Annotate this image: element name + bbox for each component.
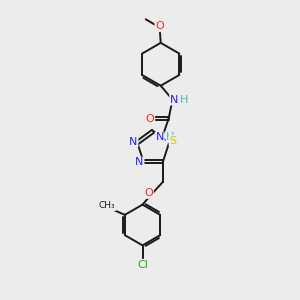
Text: H: H xyxy=(166,132,175,142)
Text: H: H xyxy=(180,94,188,105)
Text: O: O xyxy=(144,188,153,198)
Text: N: N xyxy=(155,132,164,142)
Text: CH₃: CH₃ xyxy=(99,201,116,210)
Text: N: N xyxy=(170,94,178,105)
Text: Cl: Cl xyxy=(137,260,148,270)
Text: O: O xyxy=(155,21,164,32)
Text: N: N xyxy=(129,136,138,147)
Text: N: N xyxy=(135,158,144,167)
Text: O: O xyxy=(146,113,154,124)
Text: S: S xyxy=(169,136,176,146)
